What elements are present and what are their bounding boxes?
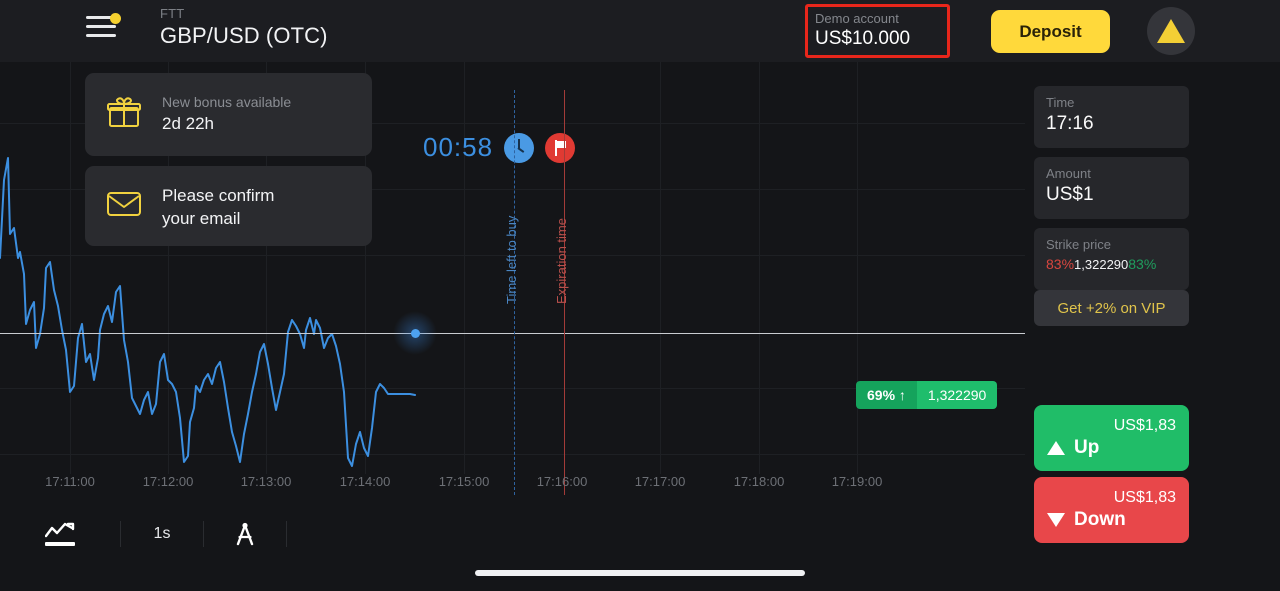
- down-button[interactable]: US$1,83 Down: [1034, 477, 1189, 543]
- line-chart-icon: [44, 522, 75, 546]
- strike-percent-left: 83%: [1046, 256, 1075, 272]
- time-value: 17:16: [1046, 113, 1094, 134]
- email-notification-card[interactable]: Please confirm your email: [85, 166, 372, 246]
- badge-pointer: [856, 389, 857, 401]
- account-balance[interactable]: Demo account US$10.000: [805, 4, 950, 58]
- current-price-value: 1,322290: [916, 381, 998, 409]
- drawing-tools-button[interactable]: [204, 517, 286, 551]
- strike-price-field[interactable]: Strike price 83% 1,322290 83%: [1034, 228, 1189, 290]
- countdown-timer: 00:58: [423, 132, 576, 163]
- hamburger-menu-icon[interactable]: [86, 13, 121, 46]
- expiration-time-label: Expiration time: [554, 218, 569, 304]
- current-price-dot: [411, 329, 420, 338]
- time-axis-tick: 17:18:00: [733, 474, 785, 489]
- grid-line-v: [70, 62, 71, 474]
- strike-price-label: Strike price: [1046, 237, 1112, 252]
- hamburger-bar: [86, 34, 116, 37]
- home-indicator: [475, 570, 805, 576]
- hamburger-bar: [86, 25, 116, 28]
- up-direction: Up: [1047, 437, 1099, 459]
- strike-price-row: 83% 1,322290 83%: [1046, 256, 1177, 272]
- down-direction: Down: [1047, 509, 1126, 531]
- trade-panel: Time 17:16 Amount US$1 Strike price 83% …: [1025, 62, 1280, 591]
- up-label: Up: [1074, 437, 1100, 458]
- time-axis-tick: 17:15:00: [438, 474, 490, 489]
- toolbar-divider: [203, 521, 204, 547]
- bonus-notification-time: 2d 22h: [162, 113, 214, 133]
- grid-line-v: [759, 62, 760, 474]
- time-axis-tick: 17:12:00: [142, 474, 194, 489]
- vip-upsell-banner[interactable]: Get +2% on VIP: [1034, 290, 1189, 326]
- email-notification-text: Please confirm your email: [162, 186, 275, 228]
- time-axis-tick: 17:19:00: [831, 474, 883, 489]
- timeframe-label: 1s: [153, 525, 171, 542]
- expiration-time-line: [564, 90, 565, 495]
- envelope-icon: [105, 188, 143, 225]
- time-axis-tick: 17:17:00: [634, 474, 686, 489]
- time-axis-tick: 17:13:00: [240, 474, 292, 489]
- time-label: Time: [1046, 95, 1075, 110]
- time-axis: 17:11:00 17:12:00 17:13:00 17:14:00 17:1…: [0, 474, 1025, 508]
- bonus-notification-text: New bonus available 2d 22h: [162, 94, 291, 135]
- asset-sub-label: FTT: [160, 6, 185, 21]
- gift-icon: [105, 93, 143, 136]
- price-line-series: [0, 157, 416, 467]
- grid-line-v: [660, 62, 661, 474]
- app-header: FTT GBP/USD (OTC) Demo account US$10.000…: [0, 0, 1280, 62]
- grid-line-h: [0, 189, 1025, 190]
- time-left-to-buy-label: Time left to buy: [504, 215, 519, 304]
- flag-icon[interactable]: [545, 132, 576, 163]
- grid-line-h: [0, 388, 1025, 389]
- expiry-time-field[interactable]: Time 17:16: [1034, 86, 1189, 148]
- avatar[interactable]: [1147, 7, 1195, 55]
- price-change-percent: 69% ↑: [856, 381, 917, 409]
- toolbar-divider: [120, 521, 121, 547]
- asset-selector[interactable]: FTT GBP/USD (OTC): [160, 6, 328, 49]
- down-payout: US$1,83: [1113, 489, 1176, 506]
- hamburger-bar: [86, 16, 116, 19]
- notification-dot-icon: [110, 13, 121, 24]
- compass-icon: [232, 521, 258, 547]
- arrow-up-icon: [1047, 441, 1065, 455]
- amount-value: US$1: [1046, 184, 1094, 205]
- time-left-to-buy-line: [514, 90, 515, 495]
- account-type-label: Demo account: [815, 11, 899, 26]
- grid-line-v: [266, 62, 267, 474]
- up-button[interactable]: US$1,83 Up: [1034, 405, 1189, 471]
- chart-type-button[interactable]: [0, 517, 120, 551]
- timeframe-button[interactable]: 1s: [121, 517, 203, 551]
- countdown-value: 00:58: [423, 132, 494, 162]
- amount-field[interactable]: Amount US$1: [1034, 157, 1189, 219]
- time-axis-tick: 17:11:00: [45, 474, 95, 489]
- balance-amount: US$10.000: [815, 28, 911, 49]
- grid-line-h: [0, 454, 1025, 455]
- grid-line-v: [168, 62, 169, 474]
- down-label: Down: [1074, 509, 1126, 530]
- chart-toolbar: 1s: [0, 508, 1025, 560]
- grid-line-v: [857, 62, 858, 474]
- deposit-button[interactable]: Deposit: [991, 10, 1110, 53]
- up-payout: US$1,83: [1113, 417, 1176, 434]
- current-price-line: [0, 333, 1025, 334]
- grid-line-h: [0, 255, 1025, 256]
- clock-icon[interactable]: [504, 132, 535, 163]
- grid-line-v: [365, 62, 366, 474]
- time-axis-tick: 17:14:00: [339, 474, 391, 489]
- amount-label: Amount: [1046, 166, 1091, 181]
- grid-line-h: [0, 123, 1025, 124]
- bonus-notification-card[interactable]: New bonus available 2d 22h: [85, 73, 372, 156]
- chart-icon-baseline: [45, 542, 75, 546]
- pyramid-avatar-icon: [1157, 19, 1185, 43]
- arrow-down-icon: [1047, 513, 1065, 527]
- toolbar-divider: [286, 521, 287, 547]
- grid-line-v: [464, 62, 465, 474]
- asset-name-label: GBP/USD (OTC): [160, 23, 328, 48]
- time-axis-tick: 17:16:00: [536, 474, 588, 489]
- current-price-badge: 69% ↑ 1,322290: [856, 381, 998, 409]
- strike-price-value: 1,322290: [1074, 257, 1129, 272]
- strike-percent-right: 83%: [1128, 256, 1157, 272]
- bonus-notification-title: New bonus available: [162, 93, 292, 110]
